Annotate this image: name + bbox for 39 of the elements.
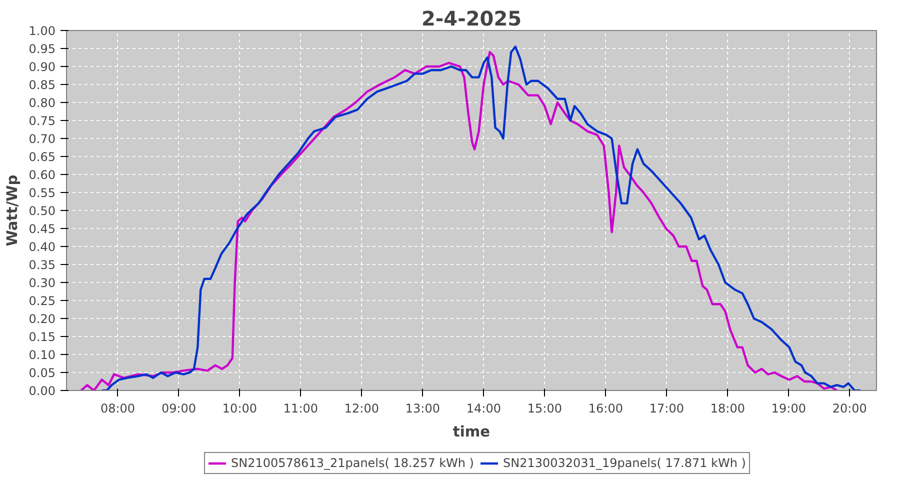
y-tick-label: 0.00 — [28, 384, 56, 398]
x-tick-label: 18:00 — [710, 402, 745, 416]
y-tick-label: 0.20 — [28, 312, 56, 326]
y-tick-label: 0.75 — [28, 114, 56, 128]
y-tick-label: 0.15 — [28, 330, 56, 344]
x-tick-label: 15:00 — [527, 402, 562, 416]
x-tick-label: 20:00 — [832, 402, 867, 416]
x-tick-label: 08:00 — [100, 402, 136, 416]
y-tick-label: 0.35 — [28, 258, 56, 272]
y-tick-label: 0.60 — [28, 168, 56, 182]
y-tick-label: 0.45 — [28, 222, 56, 236]
x-tick-label: 10:00 — [222, 402, 258, 416]
legend-label: SN2100578613_21panels( 18.257 kWh ) — [231, 456, 474, 470]
y-tick-label: 0.95 — [28, 42, 56, 56]
y-tick-label: 0.05 — [28, 366, 56, 380]
x-axis-title: time — [452, 424, 490, 440]
x-tick-label: 09:00 — [161, 402, 196, 416]
x-tick-label: 14:00 — [466, 402, 501, 416]
y-tick-label: 0.90 — [28, 60, 56, 74]
y-tick-label: 0.55 — [28, 186, 56, 200]
legend-label: SN2130032031_19panels( 17.871 kWh ) — [503, 456, 746, 470]
chart-title: 2-4-2025 — [421, 6, 522, 30]
y-tick-label: 0.50 — [28, 204, 56, 218]
y-tick-label: 0.30 — [28, 276, 56, 290]
y-tick-label: 0.65 — [28, 150, 56, 164]
y-tick-label: 0.40 — [28, 240, 56, 254]
y-tick-label: 0.25 — [28, 294, 56, 308]
y-tick-label: 1.00 — [28, 24, 56, 38]
x-tick-label: 16:00 — [588, 402, 623, 416]
y-tick-label: 0.80 — [28, 96, 56, 110]
y-tick-label: 0.70 — [28, 132, 56, 146]
x-tick-label: 11:00 — [283, 402, 318, 416]
x-tick-label: 12:00 — [344, 402, 380, 416]
y-tick-label: 0.10 — [28, 348, 56, 362]
x-tick-label: 17:00 — [649, 402, 684, 416]
x-tick-label: 13:00 — [405, 402, 440, 416]
x-tick-label: 19:00 — [771, 402, 806, 416]
y-axis-title: Watt/Wp — [4, 174, 21, 246]
y-tick-label: 0.85 — [28, 78, 56, 92]
